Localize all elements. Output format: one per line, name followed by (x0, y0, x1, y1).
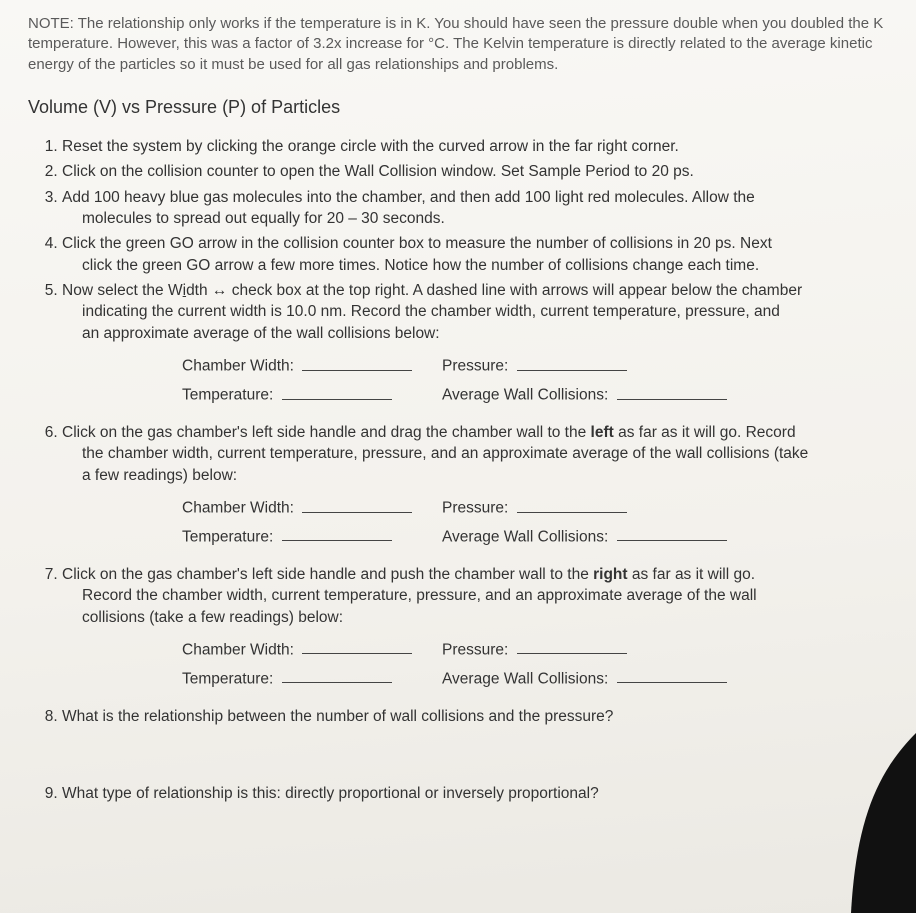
step-5-text-a: Now select the Width ↔ check box at the … (62, 282, 802, 299)
step-2: Click on the collision counter to open t… (62, 161, 888, 182)
step-7-text-b: Record the chamber width, current temper… (82, 585, 888, 606)
step-3-text-a: Add 100 heavy blue gas molecules into th… (62, 189, 755, 206)
note-paragraph: NOTE: The relationship only works if the… (28, 14, 888, 75)
pressure-blank[interactable] (517, 638, 627, 655)
temperature-field: Temperature: (182, 525, 442, 548)
temperature-blank[interactable] (282, 383, 392, 400)
note-prefix: NOTE: (28, 15, 74, 32)
chamber-width-field: Chamber Width: (182, 354, 442, 377)
pressure-field: Pressure: (442, 638, 888, 661)
step-1-text: Reset the system by clicking the orange … (62, 138, 679, 155)
temperature-field: Temperature: (182, 383, 442, 406)
chamber-width-label: Chamber Width: (182, 358, 294, 375)
step-5-fields: Chamber Width: Pressure: Temperature: Av… (182, 354, 888, 406)
step-4: Click the green GO arrow in the collisio… (62, 233, 888, 276)
step-2-text: Click on the collision counter to open t… (62, 163, 694, 180)
pressure-blank[interactable] (517, 354, 627, 371)
avg-collisions-label: Average Wall Collisions: (442, 670, 608, 687)
field-row: Temperature: Average Wall Collisions: (182, 525, 888, 548)
step-6: Click on the gas chamber's left side han… (62, 422, 888, 548)
pressure-field: Pressure: (442, 354, 888, 377)
temperature-label: Temperature: (182, 670, 273, 687)
step-1: Reset the system by clicking the orange … (62, 136, 888, 157)
avg-collisions-field: Average Wall Collisions: (442, 525, 888, 548)
pressure-label: Pressure: (442, 358, 508, 375)
field-row: Temperature: Average Wall Collisions: (182, 667, 888, 690)
steps-list: Reset the system by clicking the orange … (28, 136, 888, 805)
double-arrow-icon: ↔ (212, 282, 228, 299)
step-7-fields: Chamber Width: Pressure: Temperature: Av… (182, 638, 888, 690)
field-row: Temperature: Average Wall Collisions: (182, 383, 888, 406)
step-9-text: What type of relationship is this: direc… (62, 785, 599, 802)
pressure-field: Pressure: (442, 496, 888, 519)
chamber-width-field: Chamber Width: (182, 496, 442, 519)
temperature-blank[interactable] (282, 525, 392, 542)
avg-collisions-blank[interactable] (617, 667, 727, 684)
chamber-width-blank[interactable] (302, 354, 412, 371)
pressure-label: Pressure: (442, 500, 508, 517)
avg-collisions-field: Average Wall Collisions: (442, 667, 888, 690)
chamber-width-field: Chamber Width: (182, 638, 442, 661)
pressure-blank[interactable] (517, 496, 627, 513)
step-6-text-b: the chamber width, current temperature, … (82, 443, 888, 464)
temperature-field: Temperature: (182, 667, 442, 690)
step-7-text-c: collisions (take a few readings) below: (82, 607, 888, 628)
chamber-width-label: Chamber Width: (182, 500, 294, 517)
step-6-fields: Chamber Width: Pressure: Temperature: Av… (182, 496, 888, 548)
note-text: The relationship only works if the tempe… (28, 15, 883, 73)
avg-collisions-label: Average Wall Collisions: (442, 387, 608, 404)
chamber-width-blank[interactable] (302, 496, 412, 513)
step-7-text-a: Click on the gas chamber's left side han… (62, 566, 755, 583)
avg-collisions-field: Average Wall Collisions: (442, 383, 888, 406)
step-4-text-a: Click the green GO arrow in the collisio… (62, 235, 772, 252)
step-6-text-a: Click on the gas chamber's left side han… (62, 424, 796, 441)
step-5: Now select the Width ↔ check box at the … (62, 280, 888, 406)
step-8: What is the relationship between the num… (62, 706, 888, 727)
step-6-text-c: a few readings) below: (82, 465, 888, 486)
field-row: Chamber Width: Pressure: (182, 638, 888, 661)
field-row: Chamber Width: Pressure: (182, 496, 888, 519)
avg-collisions-label: Average Wall Collisions: (442, 528, 608, 545)
temperature-blank[interactable] (282, 667, 392, 684)
worksheet-page: NOTE: The relationship only works if the… (0, 0, 916, 913)
field-row: Chamber Width: Pressure: (182, 354, 888, 377)
avg-collisions-blank[interactable] (617, 525, 727, 542)
pressure-label: Pressure: (442, 641, 508, 658)
step-9: What type of relationship is this: direc… (62, 783, 888, 804)
chamber-width-blank[interactable] (302, 638, 412, 655)
step-3-text-b: molecules to spread out equally for 20 –… (82, 208, 888, 229)
step-3: Add 100 heavy blue gas molecules into th… (62, 187, 888, 230)
step-4-text-b: click the green GO arrow a few more time… (82, 255, 888, 276)
step-5-text-b: indicating the current width is 10.0 nm.… (82, 301, 888, 322)
step-7: Click on the gas chamber's left side han… (62, 564, 888, 690)
temperature-label: Temperature: (182, 528, 273, 545)
temperature-label: Temperature: (182, 387, 273, 404)
avg-collisions-blank[interactable] (617, 383, 727, 400)
section-heading: Volume (V) vs Pressure (P) of Particles (28, 97, 888, 118)
step-8-text: What is the relationship between the num… (62, 708, 613, 725)
step-5-text-c: an approximate average of the wall colli… (82, 323, 888, 344)
chamber-width-label: Chamber Width: (182, 641, 294, 658)
